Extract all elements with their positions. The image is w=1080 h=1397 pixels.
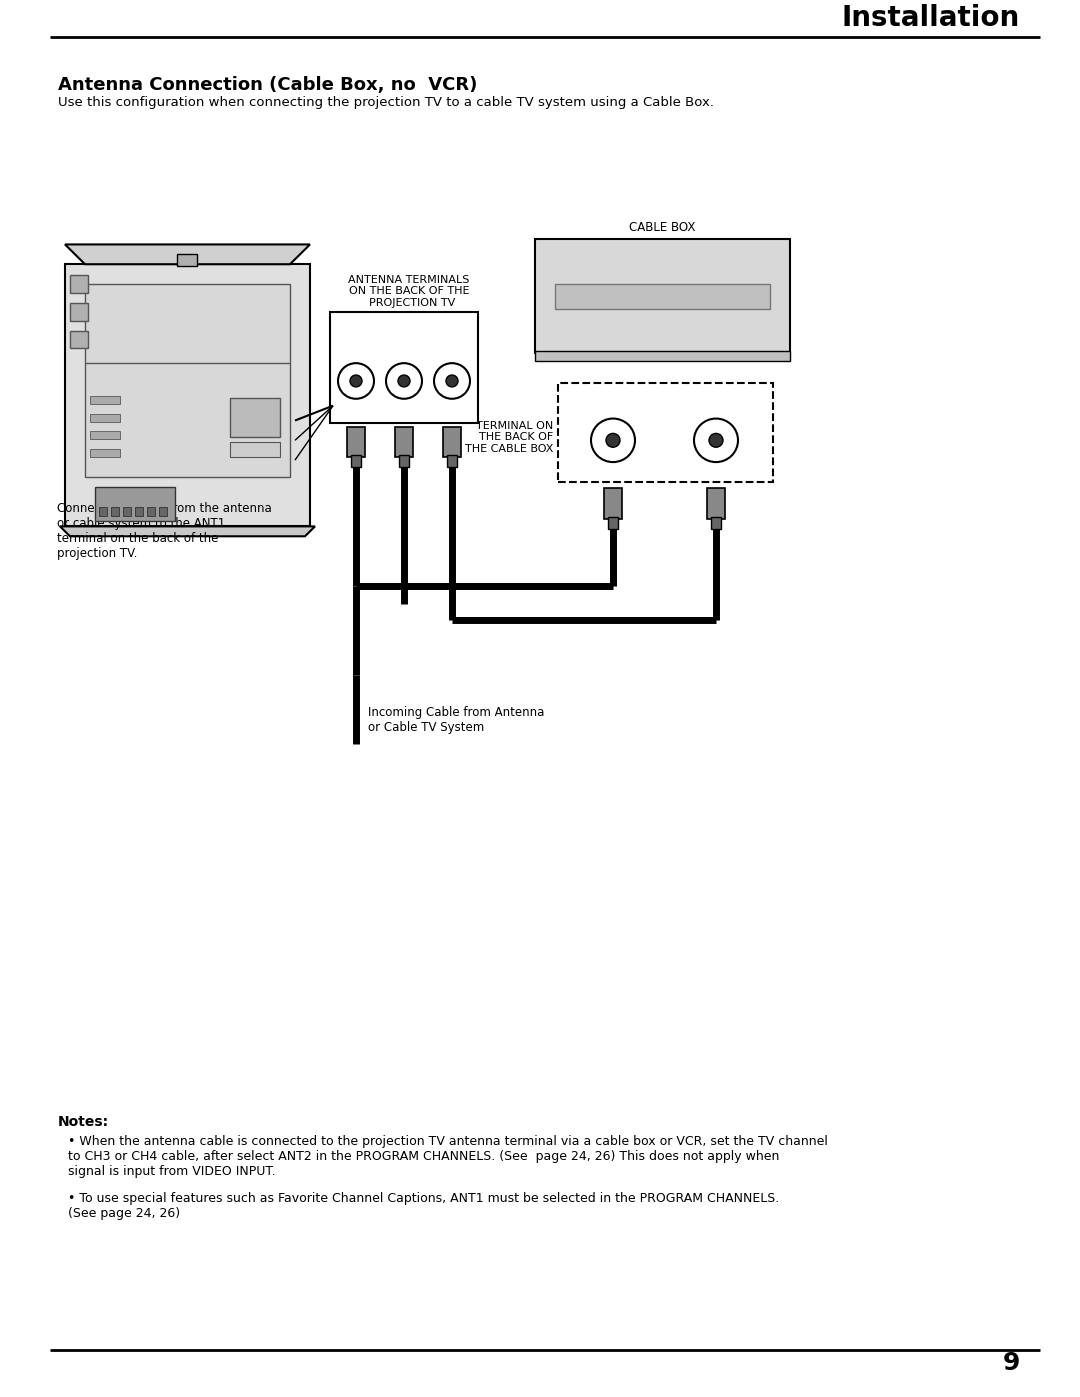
Circle shape — [446, 374, 458, 387]
Bar — [330, 312, 478, 422]
Text: OUTPUT: OUTPUT — [584, 387, 642, 400]
Bar — [535, 351, 789, 362]
Bar — [558, 383, 773, 482]
Text: 9: 9 — [1002, 1351, 1020, 1375]
Bar — [90, 414, 120, 422]
Circle shape — [606, 433, 620, 447]
Bar — [608, 517, 618, 529]
Bar — [395, 427, 413, 457]
Bar — [111, 507, 119, 517]
Bar — [399, 455, 409, 467]
Text: CABLE BOX: CABLE BOX — [629, 221, 696, 233]
Text: ANTENNA TERMINALS
ON THE BACK OF THE
  PROJECTION TV: ANTENNA TERMINALS ON THE BACK OF THE PRO… — [349, 275, 470, 307]
Circle shape — [708, 433, 723, 447]
Bar — [90, 395, 120, 404]
Bar — [70, 303, 87, 321]
Bar — [707, 488, 725, 520]
Circle shape — [338, 363, 374, 398]
Bar — [230, 443, 280, 457]
Bar — [147, 507, 156, 517]
Bar — [85, 284, 291, 476]
Bar — [65, 264, 310, 527]
Bar — [555, 284, 770, 309]
Text: ANT2: ANT2 — [436, 327, 468, 338]
Circle shape — [434, 363, 470, 398]
Text: TERMINAL ON
THE BACK OF
THE CABLE BOX: TERMINAL ON THE BACK OF THE CABLE BOX — [464, 420, 553, 454]
Bar — [604, 488, 622, 520]
Bar — [535, 239, 789, 353]
Text: Notes:: Notes: — [58, 1115, 109, 1129]
Bar — [711, 517, 721, 529]
Bar — [177, 254, 197, 267]
Bar — [123, 507, 131, 517]
Bar — [443, 427, 461, 457]
Text: • To use special features such as Favorite Channel Captions, ANT1 must be select: • To use special features such as Favori… — [68, 1192, 780, 1220]
Circle shape — [350, 374, 362, 387]
Bar — [159, 507, 167, 517]
Bar — [135, 507, 143, 517]
Bar — [347, 427, 365, 457]
Text: SPLIT
 OUT: SPLIT OUT — [388, 327, 420, 349]
Text: Incoming Cable from Antenna
or Cable TV System: Incoming Cable from Antenna or Cable TV … — [368, 707, 544, 735]
Circle shape — [694, 419, 738, 462]
Bar — [447, 455, 457, 467]
Text: ANT1: ANT1 — [340, 327, 372, 338]
Text: INPUT: INPUT — [694, 387, 738, 400]
Bar — [90, 432, 120, 439]
Polygon shape — [65, 244, 310, 264]
Text: Antenna Connection (Cable Box, no  VCR): Antenna Connection (Cable Box, no VCR) — [58, 77, 477, 94]
Circle shape — [591, 419, 635, 462]
Bar — [70, 275, 87, 293]
Text: Installation: Installation — [841, 4, 1020, 32]
Text: Use this configuration when connecting the projection TV to a cable TV system us: Use this configuration when connecting t… — [58, 96, 714, 109]
Bar — [70, 331, 87, 348]
Bar — [90, 450, 120, 457]
Bar — [230, 398, 280, 437]
Circle shape — [399, 374, 410, 387]
Bar — [99, 507, 107, 517]
Bar — [95, 486, 175, 521]
Circle shape — [386, 363, 422, 398]
Text: • When the antenna cable is connected to the projection TV antenna terminal via : • When the antenna cable is connected to… — [68, 1134, 828, 1178]
Text: Connect the cable from the antenna
or cable system to the ANT1
terminal on the b: Connect the cable from the antenna or ca… — [57, 502, 272, 560]
Bar — [351, 455, 361, 467]
Polygon shape — [60, 527, 315, 536]
